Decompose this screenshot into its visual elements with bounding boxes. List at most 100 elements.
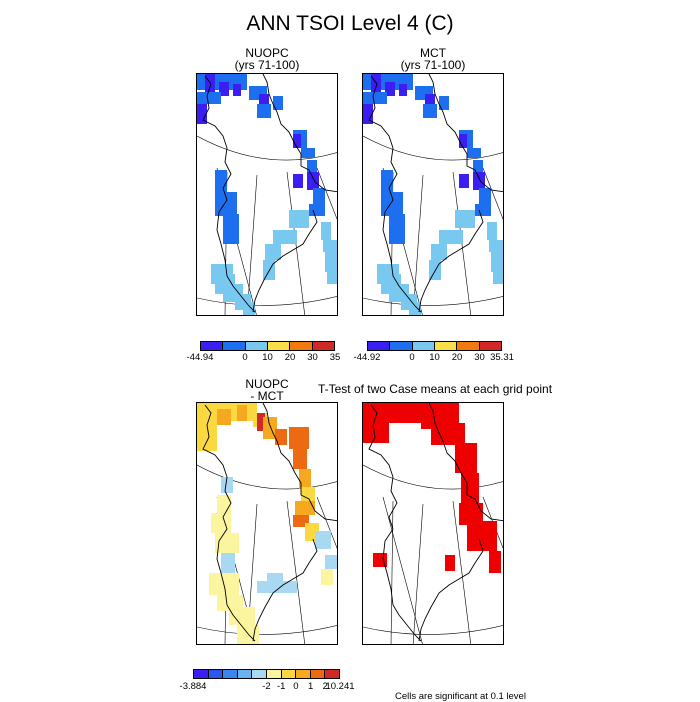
colorbar-swatch bbox=[368, 342, 391, 350]
colorbar-difference bbox=[193, 669, 340, 679]
grid-cell bbox=[295, 501, 315, 515]
grid-line bbox=[390, 500, 394, 644]
grid-cell bbox=[455, 443, 477, 473]
colorbar-nuopc bbox=[200, 341, 335, 351]
map-difference bbox=[197, 403, 337, 644]
grid-line bbox=[197, 464, 337, 490]
grid-cell bbox=[217, 409, 231, 425]
grid-line bbox=[452, 171, 472, 315]
colorbar-swatch bbox=[252, 670, 267, 678]
grid-cell bbox=[217, 495, 231, 513]
grid-line bbox=[197, 135, 337, 161]
grid-cell bbox=[455, 210, 475, 228]
grid-cell bbox=[389, 214, 405, 244]
colorbar-swatch bbox=[325, 670, 339, 678]
coastline bbox=[202, 403, 337, 642]
grid-cell bbox=[459, 134, 467, 148]
grid-cell bbox=[273, 96, 283, 110]
grid-cell bbox=[301, 148, 315, 158]
grid-line bbox=[316, 167, 337, 220]
colorbar-tick-label: 0 bbox=[409, 352, 415, 363]
grid-cell bbox=[431, 423, 465, 445]
grid-line bbox=[482, 167, 503, 220]
grid-cell bbox=[233, 84, 241, 96]
grid-cell bbox=[409, 302, 421, 315]
map-panel-nuopc bbox=[196, 73, 338, 316]
grid-line bbox=[412, 174, 424, 315]
panel-3-title: NUOPC - MCT bbox=[196, 378, 338, 402]
colorbar-tick-label: 35.31 bbox=[490, 352, 514, 363]
colorbar-tick-label: 1 bbox=[307, 681, 314, 692]
grid-line bbox=[197, 625, 337, 635]
grid-cell bbox=[221, 553, 235, 577]
grid-cell bbox=[275, 429, 287, 445]
colorbar-tick-label: 0 bbox=[293, 681, 299, 692]
grid-cell bbox=[257, 413, 265, 431]
grid-cell bbox=[445, 555, 455, 571]
colorbar-swatch bbox=[245, 342, 268, 350]
grid-cell bbox=[399, 84, 407, 96]
grid-cell bbox=[293, 174, 303, 188]
grid-cell bbox=[211, 513, 231, 533]
colorbar-tick-label: 10 bbox=[262, 352, 273, 363]
grid-cell bbox=[381, 170, 393, 192]
grid-cell bbox=[459, 174, 469, 188]
colorbar-swatch bbox=[310, 670, 326, 678]
panel-2-title: MCT (yrs 71-100) bbox=[362, 47, 504, 71]
grid-line bbox=[363, 625, 503, 635]
colorbar-swatch bbox=[281, 670, 297, 678]
colorbar-tick-label: 30 bbox=[307, 352, 318, 363]
grid-cell bbox=[309, 204, 325, 216]
grid-cell bbox=[431, 244, 447, 260]
map-mct bbox=[363, 74, 503, 315]
grid-cell bbox=[315, 531, 331, 549]
grid-line bbox=[246, 174, 258, 315]
grid-cell bbox=[267, 573, 283, 583]
grid-cell bbox=[205, 74, 215, 94]
grid-cell bbox=[487, 222, 497, 240]
significance-note: Cells are significant at 0.1 level bbox=[395, 691, 526, 702]
figure-title: ANN TSOI Level 4 (C) bbox=[246, 12, 454, 35]
colorbar-swatch bbox=[290, 342, 313, 350]
grid-cell bbox=[257, 104, 271, 118]
colorbar-swatch bbox=[457, 342, 480, 350]
grid-cell bbox=[473, 160, 483, 174]
grid-cell bbox=[259, 94, 269, 112]
grid-cell bbox=[473, 172, 485, 190]
grid-cell bbox=[439, 230, 463, 244]
grid-cell bbox=[197, 421, 217, 451]
grid-cell bbox=[257, 581, 297, 593]
grid-cell bbox=[475, 204, 491, 216]
panel-1-title-line1: NUOPC bbox=[245, 46, 289, 60]
panel-2-title-line2: (yrs 71-100) bbox=[400, 58, 466, 72]
panel-2-title-line1: MCT bbox=[420, 46, 446, 60]
grid-cell bbox=[425, 94, 435, 112]
colorbar-swatch bbox=[201, 342, 224, 350]
grid-cell bbox=[371, 74, 381, 94]
grid-cell bbox=[321, 569, 333, 585]
colorbar-swatch bbox=[208, 670, 224, 678]
colorbar-tick-label: -1 bbox=[276, 681, 286, 692]
grid-cell bbox=[489, 240, 503, 252]
colorbar-tick-label: 2 bbox=[322, 681, 328, 692]
colorbar-tick-label: -44.94 bbox=[186, 352, 214, 363]
grid-cell bbox=[493, 264, 503, 284]
grid-cell bbox=[467, 148, 481, 158]
coastline bbox=[368, 74, 503, 313]
colorbar-swatch bbox=[223, 342, 246, 350]
grid-line bbox=[412, 503, 424, 644]
grid-cell bbox=[363, 423, 389, 443]
map-nuopc bbox=[197, 74, 337, 315]
grid-cell bbox=[265, 244, 281, 260]
colorbar-tick-label: -2 bbox=[262, 681, 271, 692]
panel-1-title-line2: (yrs 71-100) bbox=[234, 58, 300, 72]
grid-cell bbox=[299, 469, 311, 489]
coastline bbox=[202, 74, 337, 313]
colorbar-swatch bbox=[237, 670, 253, 678]
colorbar-swatch bbox=[194, 670, 209, 678]
grid-cell bbox=[325, 555, 337, 569]
grid-cell bbox=[467, 521, 497, 551]
map-ttest bbox=[363, 403, 503, 644]
grid-line bbox=[197, 296, 337, 306]
grid-cell bbox=[263, 417, 277, 439]
